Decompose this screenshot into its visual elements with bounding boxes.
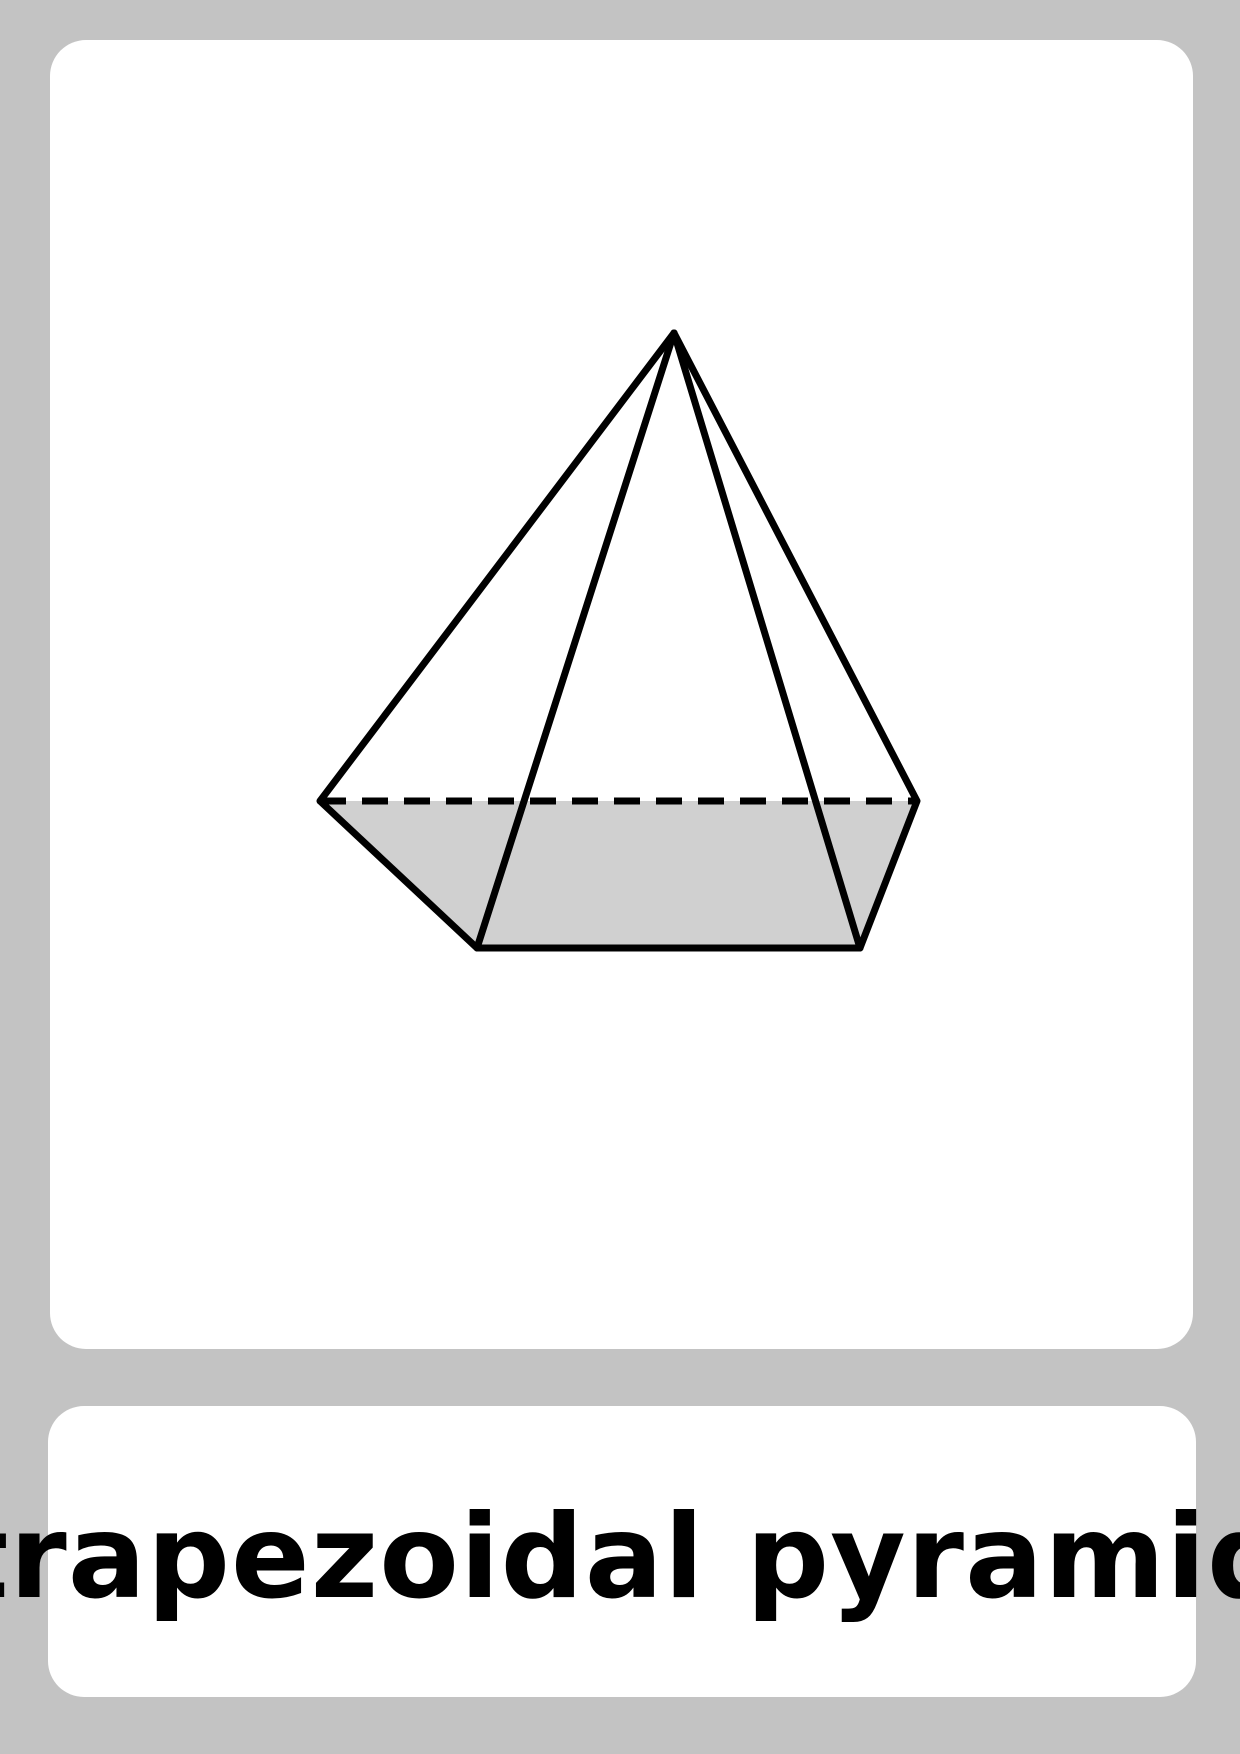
illustration-card bbox=[50, 40, 1193, 1349]
trapezoidal-pyramid-illustration bbox=[316, 329, 921, 952]
lateral-edge-right bbox=[670, 329, 921, 805]
lateral-edge-front-right bbox=[670, 329, 864, 952]
lateral-edge-front-left bbox=[473, 329, 678, 952]
shape-name-label: trapezoidal pyramid bbox=[0, 1489, 1240, 1625]
base-edge-front bbox=[317, 798, 921, 952]
label-card: trapezoidal pyramid bbox=[0, 1406, 1240, 1697]
lateral-edge-left bbox=[316, 329, 678, 805]
base-face bbox=[320, 801, 917, 948]
